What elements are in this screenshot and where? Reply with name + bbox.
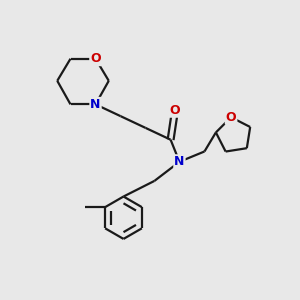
Text: N: N — [90, 98, 101, 111]
Text: O: O — [170, 104, 180, 117]
Text: O: O — [90, 52, 101, 65]
Text: O: O — [226, 111, 236, 124]
Text: N: N — [174, 155, 184, 168]
